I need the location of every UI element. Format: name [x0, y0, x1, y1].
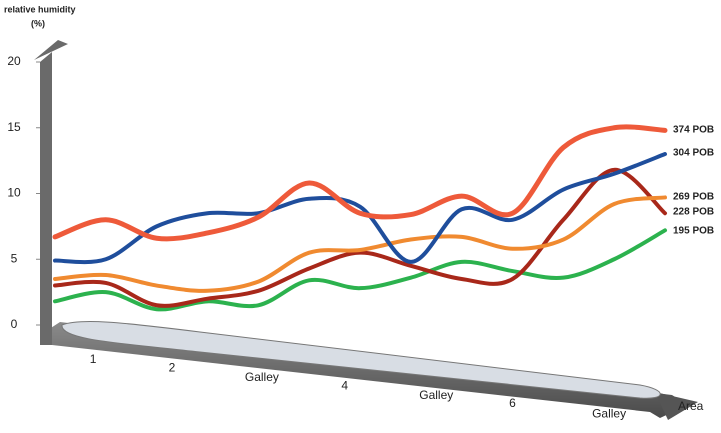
x-tick-label: Galley: [592, 406, 626, 420]
line: [55, 230, 665, 309]
y-axis-unit: (%): [31, 18, 45, 28]
y-axis: [40, 52, 52, 345]
y-tick-label: 15: [7, 120, 21, 134]
y-tick-label: 20: [7, 54, 21, 68]
x-tick-label: Galley: [245, 370, 279, 384]
line: [55, 127, 665, 239]
y-tick-label: 0: [11, 317, 18, 331]
legend-label: 304 POB: [673, 148, 714, 159]
x-tick-label: Galley: [419, 388, 453, 402]
legend-label: 195 POB: [673, 226, 714, 237]
chart: relative humidity (%) Area 0 5 10 15 20 1 2 Gal…: [0, 0, 721, 433]
y-tick-label: 5: [11, 251, 18, 265]
legend-label: 228 POB: [673, 207, 714, 218]
x-tick-label: 2: [169, 360, 176, 374]
y-tick-label: 10: [7, 186, 21, 200]
x-tick-label: 1: [90, 352, 97, 366]
x-axis-label: Area: [678, 399, 704, 413]
y-axis-label: relative humidity: [4, 4, 76, 14]
legend-label: 269 POB: [673, 192, 714, 203]
x-tick-label: 6: [509, 396, 516, 410]
x-tick-label: 4: [341, 379, 348, 393]
aircraft-cabin: [62, 321, 660, 398]
legend-label: 374 POB: [673, 125, 714, 136]
